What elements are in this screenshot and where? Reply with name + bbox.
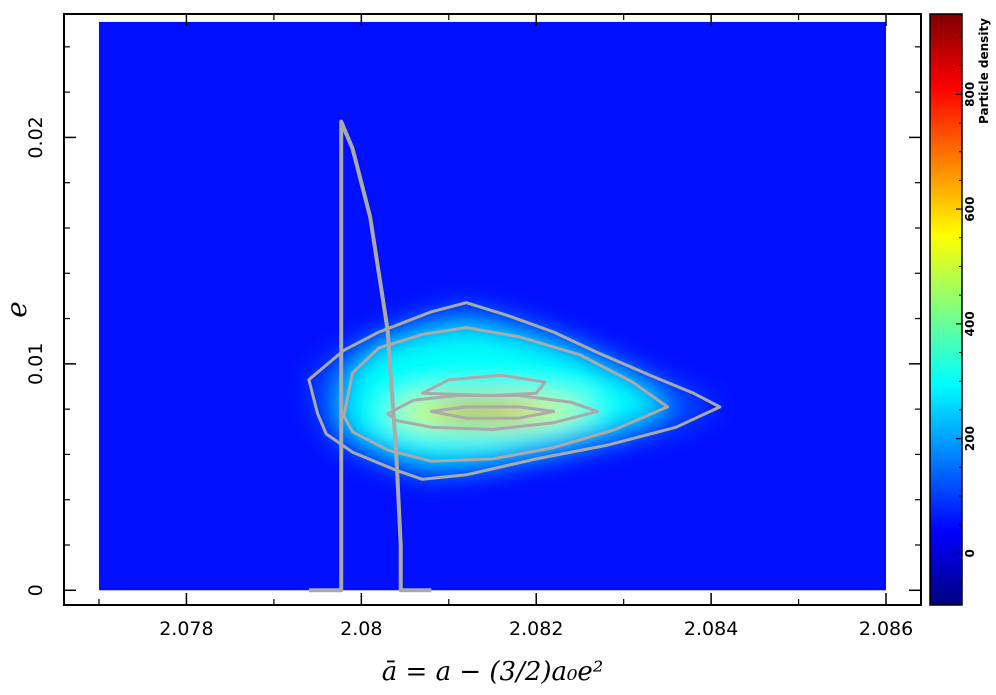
overlay-curve	[308, 119, 432, 593]
contour-line	[307, 301, 722, 481]
colorbar-title: Particle density	[977, 18, 991, 124]
axes-layer: 2.078 2.08 2.082 2.084 2.086 0 0.01 0.02 ā = a −…	[0, 13, 922, 687]
y-axis-title: e	[0, 301, 33, 318]
x-tick-label: 2.084	[684, 618, 738, 640]
y-tick-label: 0.01	[25, 343, 47, 385]
colorbar: 0 200 400 600 800 Particle density	[929, 13, 991, 606]
y-tick-label: 0.02	[25, 116, 47, 158]
contour-line	[386, 394, 599, 431]
colorbar-tick-label: 400	[963, 311, 977, 336]
x-tick-label: 2.078	[159, 618, 213, 640]
x-tick-label: 2.082	[509, 618, 563, 640]
plot-frame	[63, 13, 922, 606]
x-axis-title: ā = a − (3/2)a₀e²	[382, 657, 604, 687]
x-tick-label: 2.086	[859, 618, 913, 640]
contour-line	[421, 373, 547, 397]
y-tick-label: 0	[25, 584, 47, 596]
colorbar-tick-label: 600	[963, 197, 977, 222]
colorbar-tick-label: 800	[963, 82, 977, 107]
contour-layer	[307, 301, 722, 481]
contour-line	[429, 405, 556, 420]
heatmap-layer	[98, 21, 887, 591]
x-tick-label: 2.08	[340, 618, 382, 640]
colorbar-tick-label: 0	[963, 549, 977, 557]
contour-line	[342, 326, 669, 463]
colorbar-tick-label: 200	[963, 426, 977, 451]
heatmap-background	[98, 21, 887, 591]
overlay-curve-layer	[308, 119, 432, 593]
colorbar-gradient	[929, 13, 963, 606]
density-blob	[308, 302, 720, 480]
